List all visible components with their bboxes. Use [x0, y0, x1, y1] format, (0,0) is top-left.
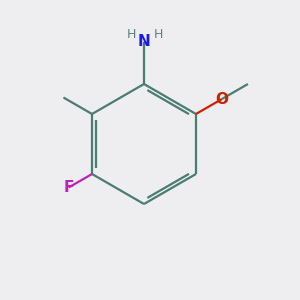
Text: N: N — [138, 34, 150, 50]
Text: H: H — [154, 28, 163, 41]
Text: O: O — [215, 92, 228, 106]
Text: F: F — [64, 180, 74, 195]
Text: H: H — [127, 28, 136, 41]
